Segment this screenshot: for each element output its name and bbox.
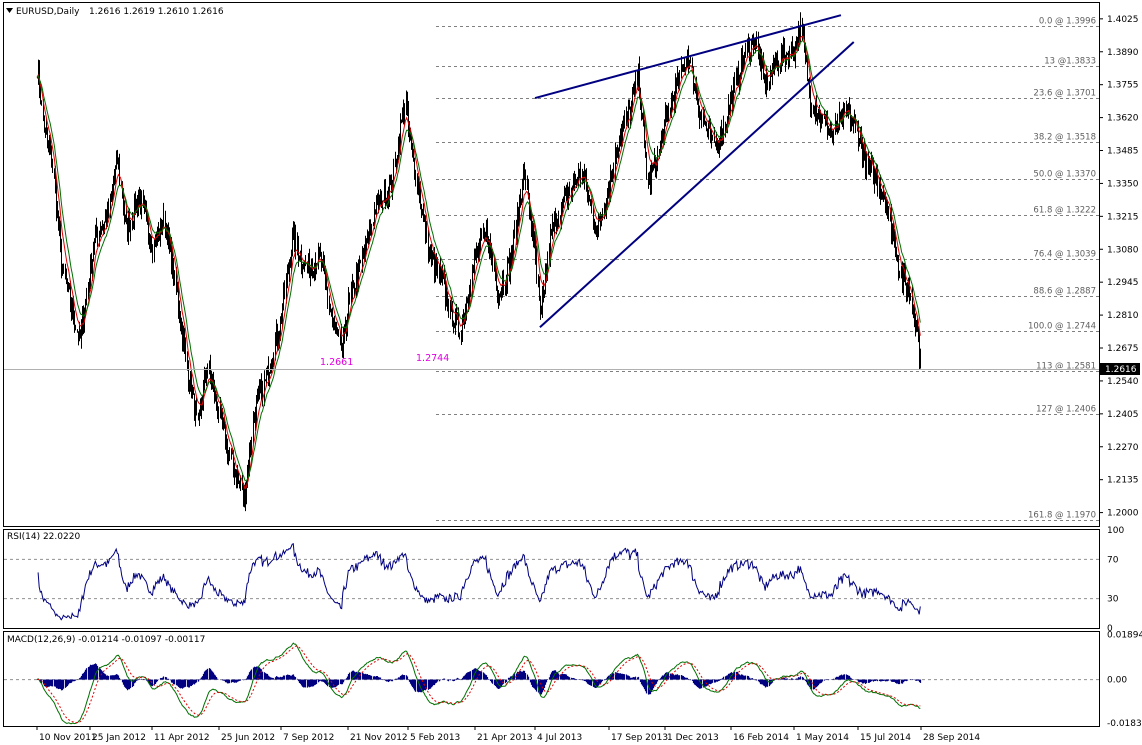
price-tick-label: 1.3755 (1107, 81, 1139, 91)
macd-tick-label: 0.01894 (1107, 631, 1142, 641)
rsi-tick-label: 100 (1107, 526, 1124, 536)
macd-title: MACD(12,26,9) -0.01214 -0.01097 -0.00117 (7, 635, 205, 645)
time-tick-label: 1 May 2014 (796, 733, 849, 743)
fib-level-label: 100.0 @ 1.2744 (1028, 322, 1096, 332)
price-tick-label: 1.3215 (1107, 212, 1139, 222)
price-tick-label: 1.2000 (1107, 509, 1139, 519)
macd-axis: 0.01894 0.00 -0.0183 (1107, 631, 1142, 730)
time-tick-label: 28 Sep 2014 (923, 733, 980, 743)
current-price-label: 1.2616 (1105, 365, 1137, 375)
price-pane-frame (3, 2, 1100, 527)
fib-levels: 0.0 @ 1.3996 13 @1.3833 23.6 @ 1.3701 38.2 … (436, 17, 1099, 521)
fib-level-label: 0.0 @ 1.3996 (1039, 17, 1096, 27)
macd-histogram (4, 663, 1099, 695)
moving-averages (36, 35, 921, 490)
price-tick-label: 1.2135 (1107, 476, 1139, 486)
time-tick-label: 5 Feb 2013 (410, 733, 460, 743)
time-tick-label: 25 Jan 2012 (92, 733, 146, 743)
time-tick-label: 21 Apr 2013 (477, 733, 533, 743)
macd-line (36, 642, 921, 725)
support-trendline[interactable] (539, 41, 855, 329)
price-tick-label: 1.2405 (1107, 410, 1139, 420)
fib-level-label: 113 @ 1.2581 (1036, 362, 1096, 372)
time-tick-label: 17 Sep 2013 (611, 733, 668, 743)
price-axis: 1.4025 1.3890 1.3755 1.3620 1.3485 1.3350 1.32… (1099, 15, 1139, 519)
ma-slow-line (36, 39, 921, 482)
resistance-trendline[interactable] (534, 14, 842, 100)
time-tick-label: 16 Feb 2014 (733, 733, 789, 743)
macd-tick-label: 0.00 (1107, 676, 1127, 686)
price-tick-label: 1.2540 (1107, 377, 1139, 387)
price-tick-label: 1.4025 (1107, 15, 1139, 25)
rsi-pane-frame (3, 529, 1100, 629)
macd-tick-label: -0.0183 (1107, 719, 1142, 729)
rsi-tick-label: 70 (1107, 555, 1119, 565)
rsi-line (37, 543, 921, 621)
time-tick-label: 7 Sep 2012 (283, 733, 334, 743)
low-annotation-2: 1.2744 (416, 353, 449, 364)
price-tick-label: 1.2270 (1107, 443, 1139, 453)
rsi-tick-label: 30 (1107, 595, 1119, 605)
time-tick-label: 21 Nov 2012 (350, 733, 408, 743)
low-annotation-1: 1.2661 (320, 357, 353, 368)
price-tick-label: 1.3890 (1107, 48, 1139, 58)
price-tick-label: 1.2945 (1107, 278, 1139, 288)
trendlines[interactable] (534, 14, 855, 329)
rsi-levels (4, 558, 1099, 600)
price-tick-label: 1.2675 (1107, 344, 1139, 354)
price-bars (37, 12, 921, 512)
fib-level-label: 61.8 @ 1.3222 (1033, 206, 1096, 216)
symbol-label: EURUSD,Daily (16, 7, 80, 17)
price-tick-label: 1.3485 (1107, 147, 1139, 157)
ohlc-values: 1.2616 1.2619 1.2610 1.2616 (89, 7, 224, 17)
price-tick-label: 1.3620 (1107, 114, 1139, 124)
macd-signal-line (36, 645, 921, 724)
time-tick-label: 15 Jul 2014 (860, 733, 911, 743)
price-tick-label: 1.3350 (1107, 179, 1139, 189)
time-tick-label: 25 Jun 2012 (221, 733, 275, 743)
time-tick-label: 10 Nov 2011 (39, 733, 97, 743)
price-tick-label: 1.3080 (1107, 245, 1139, 255)
macd-pane-frame (3, 631, 1100, 727)
fib-level-label: 13 @1.3833 (1044, 57, 1096, 67)
fib-level-label: 50.0 @ 1.3370 (1033, 170, 1096, 180)
fib-level-label: 76.4 @ 1.3039 (1033, 250, 1096, 260)
price-tick-label: 1.2810 (1107, 311, 1139, 321)
current-price-box (1100, 363, 1140, 375)
fib-level-label: 88.6 @ 1.2887 (1033, 287, 1096, 297)
time-tick-label: 1 Dec 2013 (667, 733, 719, 743)
ma-fast-line (36, 35, 921, 490)
fib-level-label: 23.6 @ 1.3701 (1033, 89, 1096, 99)
fib-level-label: 38.2 @ 1.3518 (1033, 133, 1096, 143)
fib-level-label: 127 @ 1.2406 (1036, 405, 1096, 415)
rsi-axis: 100 70 30 0 (1107, 526, 1124, 634)
time-tick-label: 11 Apr 2012 (154, 733, 210, 743)
rsi-tick-label: 0 (1107, 624, 1113, 634)
rsi-title: RSI(14) 22.0220 (7, 532, 80, 542)
triangle-down-icon[interactable] (6, 8, 13, 13)
fib-level-label: 161.8 @ 1.1970 (1028, 511, 1096, 521)
time-tick-label: 4 Jul 2013 (537, 733, 582, 743)
